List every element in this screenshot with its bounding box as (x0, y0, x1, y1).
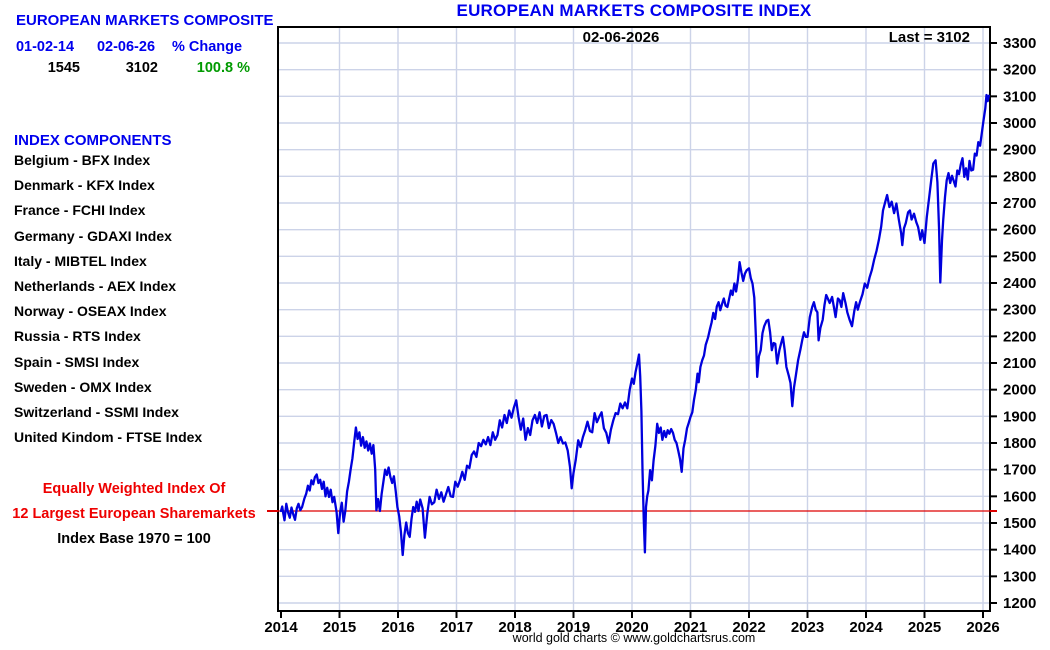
y-tick-label: 2400 (1003, 275, 1036, 292)
y-tick-label: 1200 (1003, 595, 1036, 612)
x-tick-label: 2014 (264, 619, 298, 636)
x-tick-label: 2021 (674, 619, 707, 636)
component-item: Russia - RTS Index (14, 328, 141, 345)
y-tick-label: 2500 (1003, 248, 1036, 265)
chart-title: EUROPEAN MARKETS COMPOSITE INDEX (456, 1, 812, 20)
end-value: 3102 (125, 60, 158, 76)
components-list: Belgium - BFX Index Denmark - KFX Index Fr… (14, 148, 202, 450)
end-date-label: 02-06-26 (96, 39, 156, 55)
y-tick-label: 1900 (1003, 408, 1036, 425)
y-tick-label: 1400 (1003, 542, 1036, 559)
component-item: Netherlands - AEX Index (14, 278, 177, 295)
y-tick-label: 3200 (1003, 62, 1036, 79)
y-tick-label: 2800 (1003, 168, 1036, 185)
y-tick-label: 1700 (1003, 462, 1036, 479)
component-item: France - FCHI Index (14, 202, 146, 219)
note-line-3: Index Base 1970 = 100 (57, 530, 211, 547)
component-item: Italy - MIBTEL Index (14, 252, 147, 269)
x-tick-label: 2023 (791, 619, 824, 636)
component-item: Germany - GDAXI Index (14, 227, 172, 244)
component-item: United Kindom - FTSE Index (14, 429, 203, 446)
component-item: Belgium - BFX Index (14, 152, 151, 168)
component-item: Denmark - KFX Index (14, 177, 155, 194)
start-date-label: 01-02-14 (15, 39, 75, 55)
x-tick-label: 2016 (381, 619, 414, 636)
x-tick-label: 2025 (908, 619, 941, 636)
watermark-text: world gold charts © www.goldchartsrus.co… (512, 631, 756, 645)
x-tick-label: 2017 (440, 619, 473, 636)
component-item: Switzerland - SSMI Index (14, 404, 179, 421)
y-tick-label: 1600 (1003, 488, 1036, 505)
y-tick-label: 2200 (1003, 328, 1036, 345)
x-tick-label: 2026 (966, 619, 999, 636)
x-tick-label: 2024 (849, 619, 883, 636)
start-value: 1545 (47, 60, 80, 76)
y-tick-label: 2300 (1003, 302, 1036, 319)
x-tick-label: 2019 (557, 619, 590, 636)
components-title: INDEX COMPONENTS (14, 132, 172, 149)
y-tick-label: 2600 (1003, 222, 1036, 239)
percent-change-value: 100.8 % (196, 60, 250, 76)
y-tick-label: 3100 (1003, 88, 1036, 105)
change-column-label: % Change (171, 39, 243, 55)
price-line (279, 93, 990, 557)
component-item: Spain - SMSI Index (14, 353, 140, 370)
note-line-1: Equally Weighted Index Of (42, 481, 226, 497)
x-tick-label: 2022 (732, 619, 765, 636)
x-tick-label: 2018 (498, 619, 531, 636)
y-tick-label: 2900 (1003, 142, 1036, 159)
y-tick-label: 1500 (1003, 515, 1036, 532)
y-tick-label: 2100 (1003, 355, 1036, 372)
note-line-2: 12 Largest European Sharemarkets (12, 505, 256, 522)
x-tick-label: 2015 (323, 619, 356, 636)
x-tick-label: 2020 (615, 619, 648, 636)
y-tick-label: 1800 (1003, 435, 1036, 452)
y-tick-label: 2700 (1003, 195, 1036, 212)
y-tick-label: 2000 (1003, 382, 1036, 399)
current-date-annotation: 02-06-2026 (583, 29, 660, 46)
notes-block: Equally Weighted Index Of 12 Largest Eur… (0, 477, 268, 551)
component-item: Sweden - OMX Index (14, 378, 152, 395)
y-tick-label: 3300 (1003, 35, 1036, 52)
y-tick-label: 1300 (1003, 568, 1036, 585)
last-value-annotation: Last = 3102 (889, 29, 970, 46)
panel-title: EUROPEAN MARKETS COMPOSITE (16, 12, 274, 29)
plot-border (277, 26, 991, 612)
component-item: Norway - OSEAX Index (14, 303, 167, 320)
y-tick-label: 3000 (1003, 115, 1036, 132)
